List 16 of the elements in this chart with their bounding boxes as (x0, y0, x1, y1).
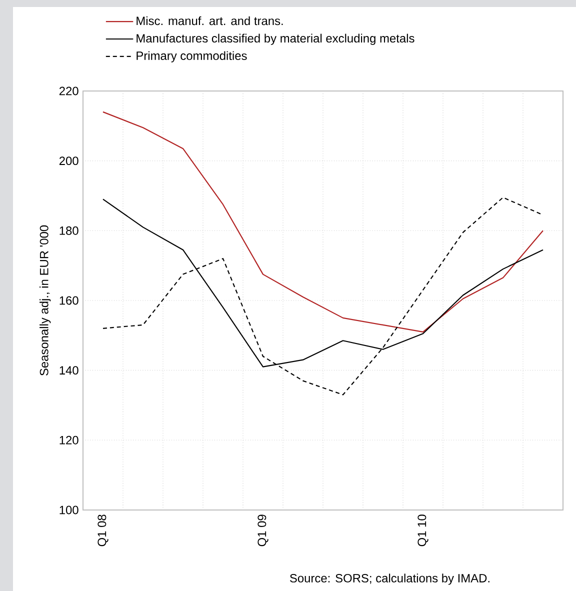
legend-label: Manufactures classified by material excluding metals (136, 34, 414, 45)
x-tick-label: Q1 09 (258, 514, 268, 546)
legend-label: Misc. manuf. art. and trans. (136, 16, 283, 26)
y-tick-label: 180 (60, 226, 78, 235)
y-tick-label: 200 (59, 156, 78, 166)
y-tick-label: 160 (60, 296, 78, 305)
y-tick-label: 120 (60, 436, 78, 444)
x-tick-label: Q1 08 (98, 514, 108, 546)
line-series (102, 111, 544, 332)
x-tick-label: Q1 10 (418, 514, 428, 546)
y-tick-label: 220 (59, 86, 78, 96)
source-note: Source: SORS; calculations by IMAD. (290, 574, 490, 585)
y-tick-label: 140 (60, 366, 78, 375)
y-axis-title: Seasonally adj., in EUR '000 (40, 225, 51, 376)
y-tick-label: 100 (60, 506, 78, 514)
legend-label: Primary commodities (136, 51, 247, 62)
